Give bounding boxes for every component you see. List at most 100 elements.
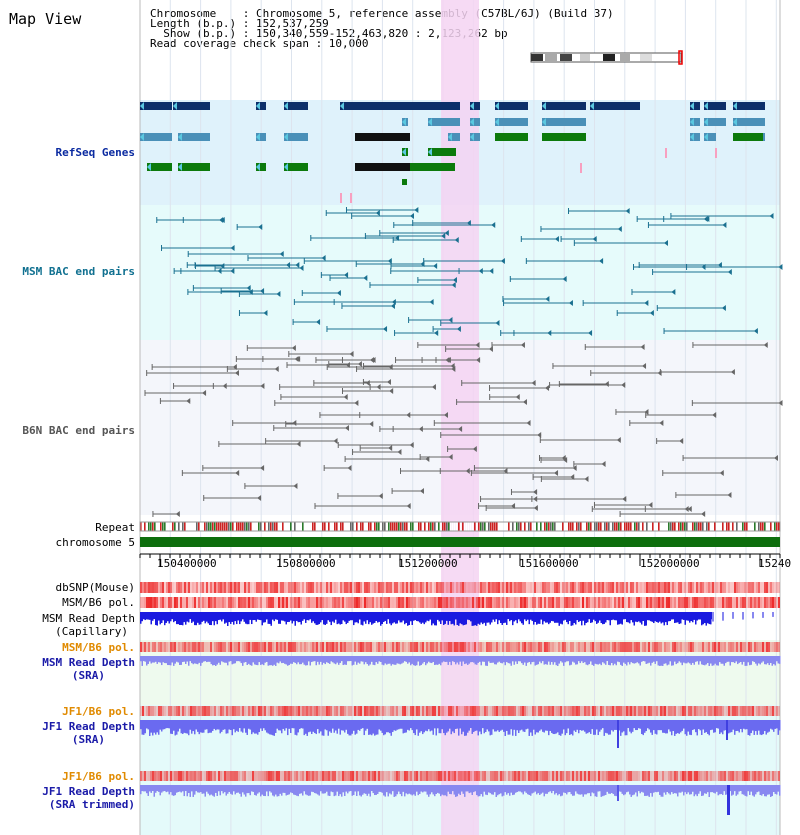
msm-pol2-heat [716, 642, 718, 652]
msm-pol-heat [228, 597, 230, 608]
track-label-msm-b6-pol-2[interactable]: MSM/B6 pol. [62, 641, 135, 654]
msm-pol-heat [368, 597, 370, 608]
jf1-trim-depth [425, 785, 427, 792]
jf1-pol-heat [306, 706, 308, 716]
msm-pol-heat [548, 597, 550, 608]
msm-cap-depth [408, 612, 410, 626]
dbsnp-heat [190, 582, 192, 593]
gene-marker [665, 148, 667, 158]
jf1-trim-depth [516, 785, 518, 793]
jf1-trim-depth [245, 785, 247, 797]
msm-cap-depth [626, 612, 628, 623]
msm-pol-heat [352, 597, 354, 608]
repeat-block [304, 522, 306, 531]
track-label-jf1-depth-trimmed[interactable]: JF1 Read Depth (SRA trimmed) [42, 785, 135, 811]
msm-cap-depth [294, 612, 296, 626]
msm-sra-depth [741, 656, 743, 665]
dbsnp-heat [180, 582, 182, 593]
jf1-sra-depth [350, 720, 352, 736]
msm-pol-heat [396, 597, 398, 608]
msm-cap-depth [681, 612, 683, 620]
jf1-pol2-heat [750, 771, 752, 781]
msm-sra-depth [359, 656, 361, 664]
msm-sra-depth [375, 656, 377, 663]
repeat-block [646, 522, 648, 531]
msm-sra-depth [141, 656, 143, 666]
msm-sra-depth [561, 656, 563, 663]
msm-cap-depth [296, 612, 298, 621]
jf1-trim-depth [275, 785, 277, 795]
jf1-pol-heat [308, 706, 310, 716]
dbsnp-heat [752, 582, 754, 593]
jf1-pol2-heat [708, 771, 710, 781]
repeat-block [180, 522, 182, 531]
jf1-pol-heat [350, 706, 352, 716]
track-label-chromosome[interactable]: chromosome 5 [55, 536, 135, 549]
msm-sra-depth [753, 656, 755, 663]
repeat-block [302, 522, 304, 531]
jf1-trim-depth [408, 785, 410, 794]
jf1-sra-depth [524, 720, 526, 732]
dbsnp-heat [500, 582, 502, 593]
msm-pol2-heat [698, 642, 700, 652]
jf1-pol2-heat [430, 771, 432, 781]
msm-sra-depth [152, 656, 154, 663]
track-label-refseq[interactable]: RefSeq Genes [55, 146, 135, 159]
msm-cap-depth [645, 612, 647, 626]
jf1-sra-depth [723, 720, 725, 731]
msm-sra-depth [749, 656, 751, 666]
msm-cap-depth [557, 612, 559, 623]
jf1-pol-heat [506, 706, 508, 716]
msm-pol-heat [304, 597, 306, 608]
jf1-sra-depth [402, 720, 404, 734]
jf1-sra-depth [270, 720, 272, 735]
repeat-block [254, 522, 256, 531]
jf1-trim-depth [699, 785, 701, 792]
repeat-block [160, 522, 162, 531]
msm-pol2-heat [474, 642, 476, 652]
track-label-repeat[interactable]: Repeat [95, 521, 135, 534]
msm-pol2-heat [394, 642, 396, 652]
repeat-block [154, 522, 156, 531]
msm-cap-depth [333, 612, 335, 623]
dbsnp-heat [230, 582, 232, 593]
track-label-msm-depth-capillary[interactable]: MSM Read Depth (Capillary) [42, 612, 135, 638]
jf1-trim-depth [771, 785, 773, 797]
msm-cap-depth [357, 612, 359, 624]
dbsnp-heat [496, 582, 498, 593]
msm-cap-depth [477, 612, 479, 624]
msm-pol-heat [578, 597, 580, 608]
jf1-pol-heat [448, 706, 450, 716]
track-label-msm-bac[interactable]: MSM BAC end pairs [22, 265, 135, 278]
repeat-block [732, 522, 734, 531]
track-label-jf1-b6-pol[interactable]: JF1/B6 pol. [62, 705, 135, 718]
dbsnp-heat [346, 582, 348, 593]
dbsnp-heat [510, 582, 512, 593]
track-label-msm-depth-sra[interactable]: MSM Read Depth (SRA) [42, 656, 135, 682]
track-label-jf1-depth-sra[interactable]: JF1 Read Depth (SRA) [42, 720, 135, 746]
msm-bac-pair [547, 330, 552, 336]
jf1-trim-depth [335, 785, 337, 796]
track-label-b6n-bac[interactable]: B6N BAC end pairs [22, 424, 135, 437]
dbsnp-heat [254, 582, 256, 593]
track-label-msm-b6-pol[interactable]: MSM/B6 pol. [62, 596, 135, 609]
gene-exon [178, 163, 210, 171]
msm-cap-depth [380, 612, 382, 626]
jf1-sra-depth [263, 720, 265, 729]
msm-cap-depth [519, 612, 521, 622]
track-label-dbsnp[interactable]: dbSNP(Mouse) [55, 581, 135, 594]
msm-sra-depth [146, 656, 148, 666]
jf1-trim-depth [317, 785, 319, 795]
repeat-block [322, 522, 324, 531]
dbsnp-heat [666, 582, 668, 593]
track-label-jf1-b6-pol-2[interactable]: JF1/B6 pol. [62, 770, 135, 783]
jf1-trim-depth [150, 785, 152, 793]
msm-sra-depth [263, 656, 265, 666]
msm-cap-depth [264, 612, 266, 623]
jf1-sra-depth [621, 720, 623, 733]
jf1-sra-depth [666, 720, 668, 734]
msm-cap-depth [474, 612, 476, 626]
jf1-pol-heat [692, 706, 694, 716]
jf1-trim-depth [764, 785, 766, 797]
repeat-block [256, 522, 258, 531]
